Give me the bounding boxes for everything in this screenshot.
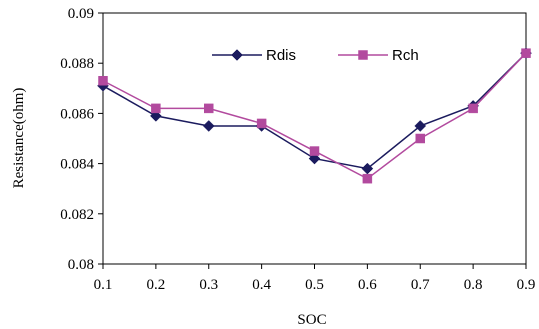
- data-point-rdis: [414, 120, 427, 132]
- data-point-rdis: [308, 152, 321, 165]
- x-tick-label: 0.6: [358, 277, 377, 293]
- legend: Rdis Rch: [212, 47, 419, 64]
- data-point-rdis: [150, 110, 162, 122]
- y-tick-label: 0.082: [60, 207, 94, 223]
- x-axis-title: SOC: [297, 312, 326, 328]
- data-point-rch: [98, 76, 108, 86]
- x-tick-label: 0.5: [305, 277, 324, 293]
- y-tick-label: 0.08: [68, 257, 94, 273]
- x-tick-label: 0.8: [464, 277, 483, 293]
- data-point-rch: [521, 48, 531, 58]
- plot-frame: [102, 12, 527, 265]
- x-tick-label: 0.7: [411, 277, 430, 293]
- data-point-rch: [256, 118, 267, 129]
- series-layer: [97, 47, 532, 184]
- y-tick-label: 0.084: [60, 157, 94, 173]
- data-point-rch: [468, 103, 478, 114]
- data-point-rch: [362, 173, 373, 184]
- x-tick-label: 0.4: [252, 277, 271, 293]
- data-point-rch: [415, 133, 425, 144]
- y-tick-label: 0.09: [68, 6, 94, 22]
- data-point-rch: [204, 103, 214, 114]
- data-point-rdis: [202, 120, 215, 132]
- x-tick-label: 0.2: [147, 277, 166, 293]
- legend-label: Rdis: [266, 47, 296, 64]
- data-point-rch: [309, 146, 320, 156]
- y-tick-label: 0.088: [60, 56, 94, 72]
- axes: 0.08 0.082 0.084 0.086 0.088 0.09 0.1 0.2 0.3 0.4…: [60, 6, 535, 293]
- x-tick-label: 0.3: [199, 277, 218, 293]
- data-point-rch: [151, 103, 161, 114]
- legend-marker: [358, 50, 368, 60]
- legend-item-rch: Rch: [338, 47, 419, 64]
- y-tick-label: 0.086: [60, 106, 94, 122]
- x-tick-label: 0.9: [517, 277, 536, 293]
- legend-item-rdis: Rdis: [212, 47, 296, 64]
- legend-label: Rch: [392, 47, 419, 64]
- y-axis-title: Resistance(ohm): [11, 88, 27, 189]
- series-rch: [98, 48, 531, 184]
- legend-marker: [231, 49, 243, 61]
- x-tick-label: 0.1: [94, 277, 113, 293]
